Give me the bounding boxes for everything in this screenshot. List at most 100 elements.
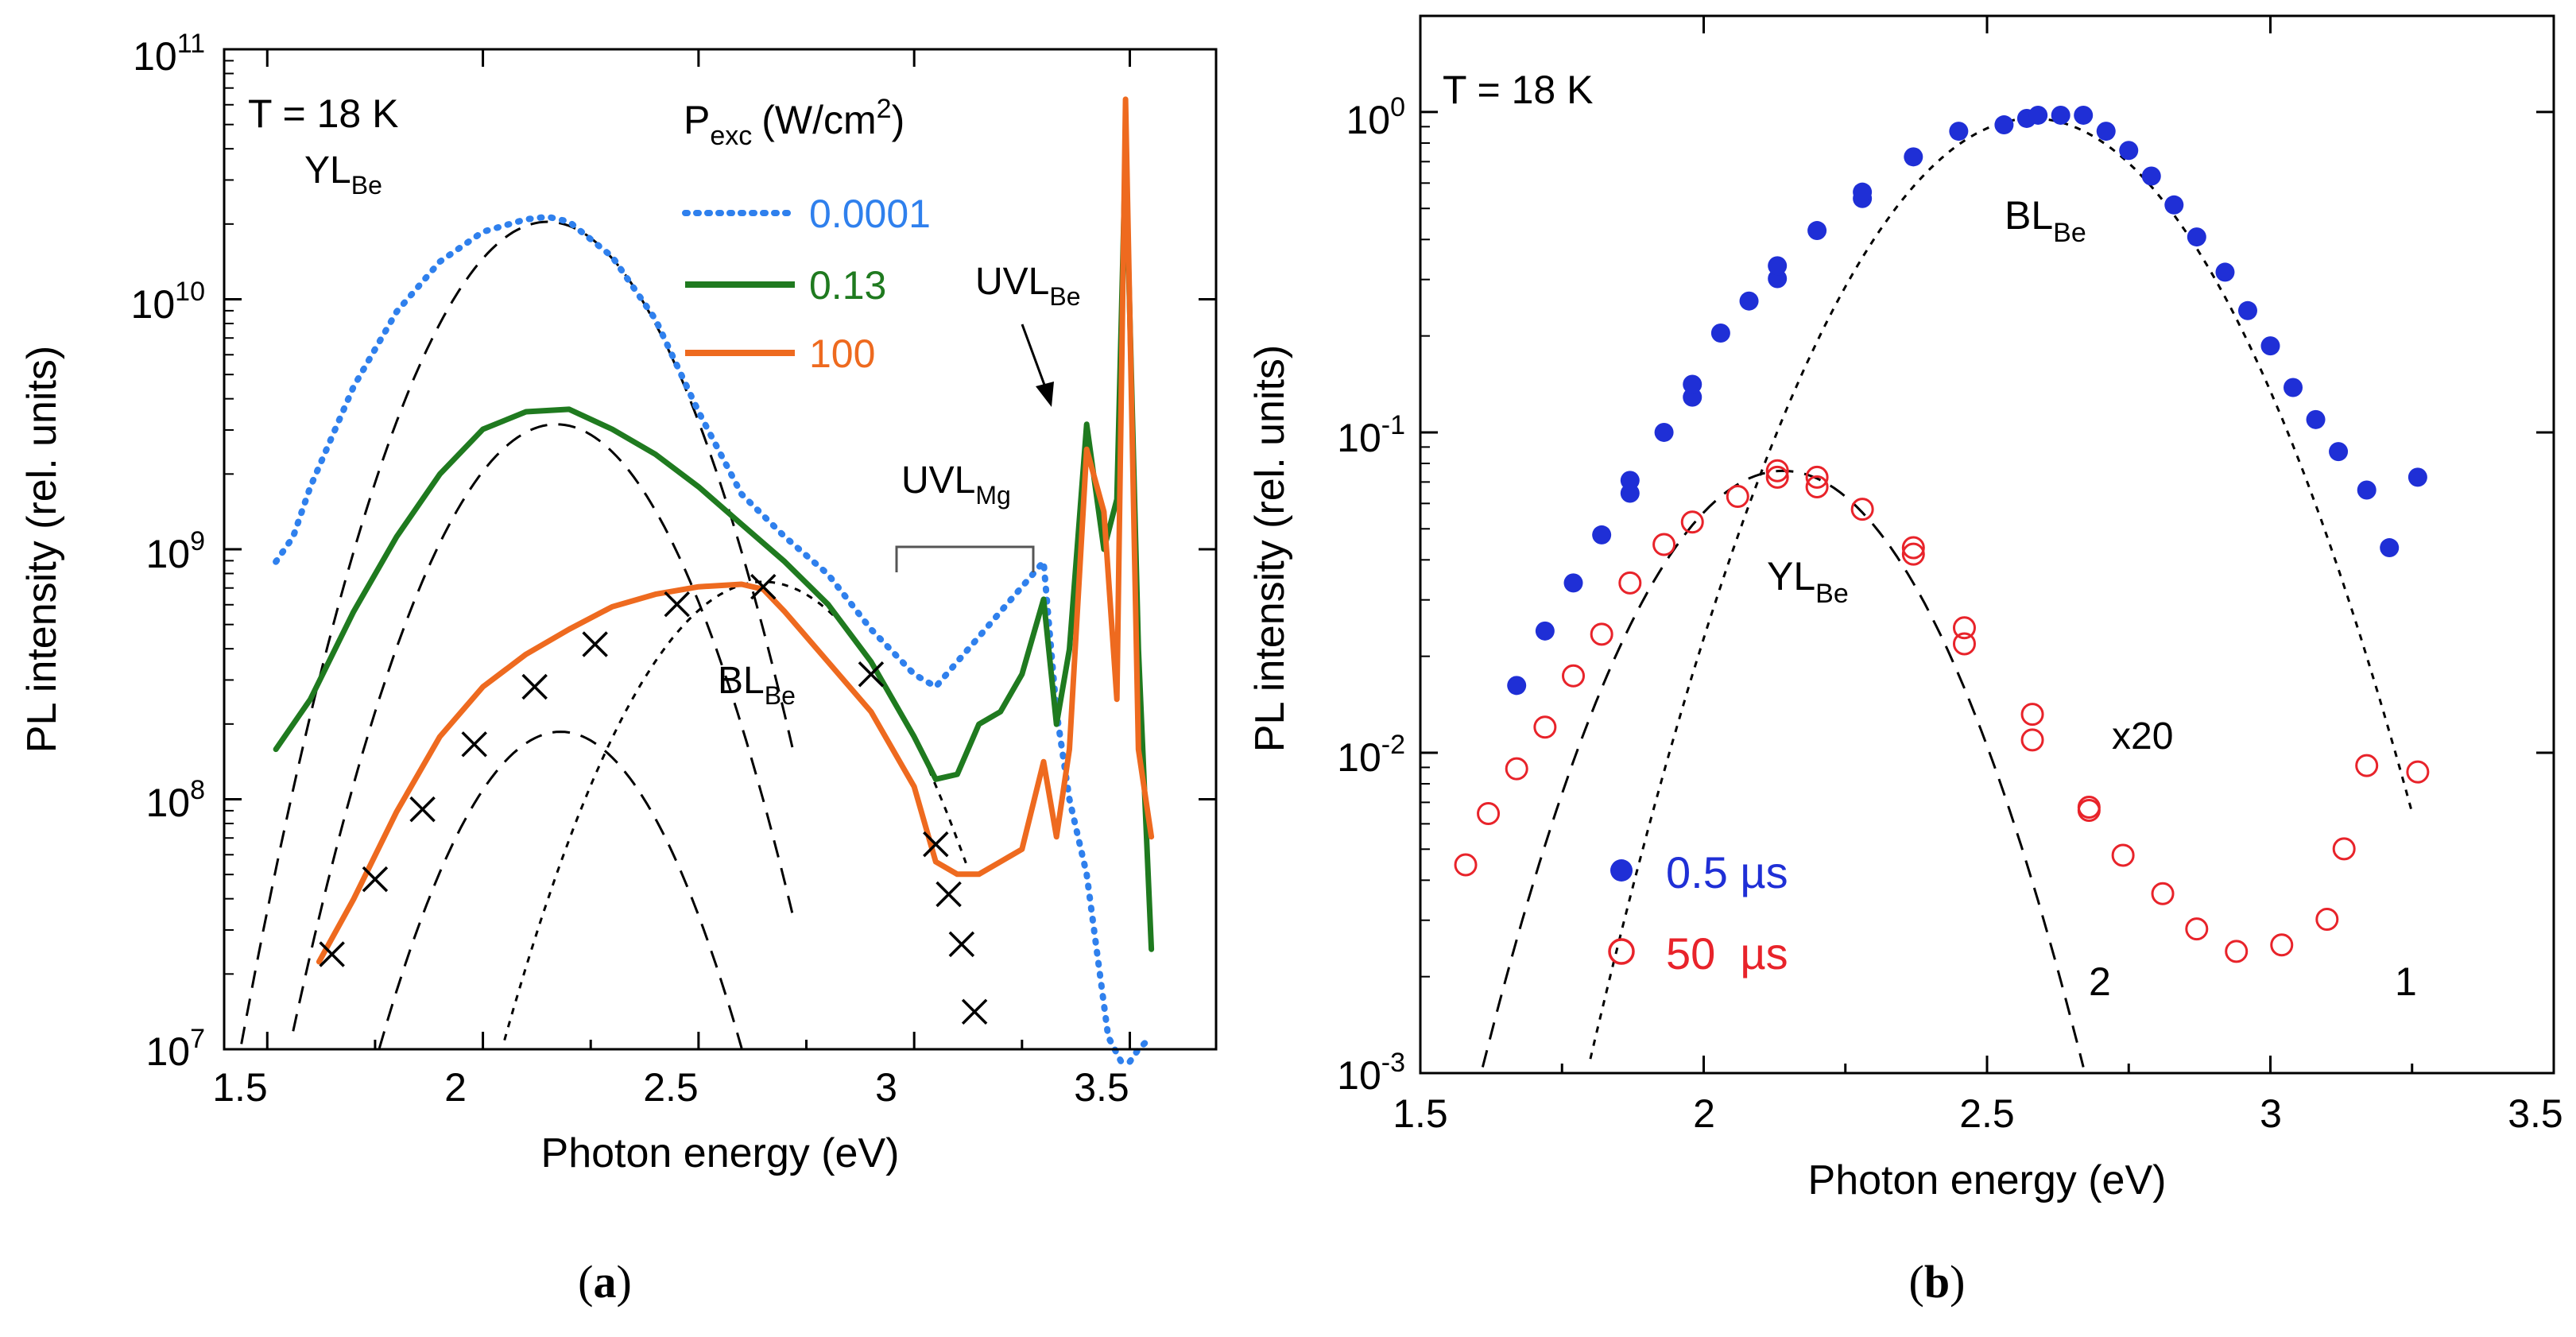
b-point-0-5us (1535, 621, 1555, 641)
a-uvl-mg-bracket (895, 545, 1035, 572)
a-xtick-label: 3 (875, 1065, 897, 1110)
b-point-0-5us (2357, 480, 2377, 500)
b-model-curve (1481, 469, 2085, 1068)
b-point-0-5us (1807, 221, 1827, 241)
b-point-0-5us (1710, 324, 1730, 343)
b-yl-annotation: YLBe (1767, 554, 1849, 609)
a-ytick-label: 109 (145, 526, 205, 576)
a-model-curve (378, 731, 743, 1049)
b-point-0-5us (2380, 538, 2400, 558)
a-x-marker (319, 941, 345, 967)
b-point-0-5us (1507, 676, 1527, 696)
b-point-0-5us (1853, 182, 1873, 202)
b-curve2-label: 2 (2089, 959, 2111, 1004)
a-y-axis-title: PL intensity (rel. units) (19, 346, 65, 753)
b-point-0-5us (2028, 105, 2048, 125)
b-point-0-5us (1563, 573, 1583, 593)
a-legend-label: 100 (809, 331, 875, 376)
a-x-marker (461, 731, 487, 758)
b-point-50us (1726, 485, 1749, 509)
b-point-0-5us (2329, 442, 2349, 462)
b-point-0-5us (2164, 195, 2184, 215)
b-point-50us (1765, 465, 1789, 489)
a-xtick-label: 3.5 (1074, 1065, 1129, 1110)
a-ytick-label: 1010 (131, 277, 205, 327)
panel-b: 1.5 2 2.5 3 3.5 10-3 10-2 10-1 100 Photo… (1247, 14, 2563, 1308)
b-point-50us (2406, 760, 2430, 784)
a-x-markers (319, 573, 988, 1025)
b-point-0-5us (2096, 122, 2116, 141)
b-point-50us (1901, 536, 1925, 560)
a-xtick-label: 1.5 (212, 1065, 268, 1110)
b-curve1-label: 1 (2395, 959, 2417, 1004)
b-point-50us (1952, 632, 1976, 656)
b-point-50us (1680, 510, 1704, 534)
b-point-0-5us (2407, 467, 2427, 487)
b-point-50us (1765, 459, 1789, 482)
panel-a: 1.5 2 2.5 3 3.5 107 108 109 1010 1011 Ph… (19, 29, 1218, 1308)
b-point-50us (2355, 754, 2379, 777)
a-series-line (273, 146, 1155, 952)
b-point-0-5us (1592, 525, 1612, 544)
b-x-axis-title: Photon energy (eV) (1808, 1157, 2167, 1203)
a-uvl-be-arrow (1021, 324, 1049, 394)
a-legend-label: 0.13 (809, 263, 886, 308)
b-point-0-5us (1994, 115, 2014, 135)
b-point-50us (1454, 853, 1478, 877)
a-series-lines (273, 96, 1155, 1065)
b-point-50us (1805, 465, 1829, 489)
b-point-0-5us (1949, 122, 1969, 141)
a-uvl-be-annotation: UVLBe (975, 261, 1081, 311)
a-x-marker (521, 673, 548, 700)
b-legend-label: 50 µs (1666, 928, 1788, 979)
b-point-50us (1805, 475, 1829, 498)
a-temperature-label: T = 18 K (248, 91, 398, 136)
a-tick-marks (224, 48, 1216, 1051)
a-panel-label: (a) (578, 1256, 632, 1308)
b-ytick-label: 10-3 (1337, 1048, 1405, 1098)
a-x-marker (935, 881, 962, 908)
a-x-marker (750, 573, 777, 600)
a-plot-frame (223, 48, 1218, 1051)
b-plot-frame (1419, 14, 2555, 1075)
b-point-0-5us (2284, 378, 2303, 397)
a-x-marker (858, 661, 885, 688)
a-x-marker (923, 831, 949, 858)
b-legend-marker-open (1608, 938, 1635, 965)
b-point-50us (2332, 837, 2356, 861)
b-point-0-5us (1768, 256, 1788, 276)
a-ytick-label: 1011 (133, 29, 205, 79)
b-point-0-5us (2237, 300, 2257, 320)
b-point-50us (2020, 728, 2044, 752)
b-point-50us (2077, 799, 2101, 823)
b-point-0-5us (1683, 374, 1702, 394)
b-point-0-5us (2119, 141, 2139, 161)
a-x-marker (582, 631, 608, 657)
b-point-0-5us (2074, 105, 2094, 125)
b-point-0-5us (1739, 291, 1759, 311)
a-bl-annotation: BLBe (718, 660, 796, 710)
b-ytick-label: 10-2 (1337, 730, 1405, 780)
a-x-axis-title: Photon energy (eV) (541, 1130, 900, 1176)
b-point-50us (1952, 616, 1976, 640)
a-uvl-mg-annotation: UVLMg (901, 459, 1011, 510)
b-point-0-5us (2306, 409, 2326, 429)
b-xtick-label: 3 (2260, 1091, 2282, 1136)
b-point-0-5us (2215, 262, 2235, 282)
b-point-0-5us (1904, 147, 1923, 167)
a-series-line (316, 96, 1155, 965)
b-model-curves (1481, 117, 2414, 1068)
b-ytick-label: 100 (1346, 92, 1405, 142)
b-xtick-label: 2.5 (1959, 1091, 2015, 1136)
a-ytick-label: 107 (145, 1024, 205, 1074)
b-point-50us (2315, 908, 2339, 932)
a-model-curve (503, 580, 967, 1041)
b-point-50us (2111, 843, 2135, 867)
a-model-curve (240, 220, 795, 1044)
b-legend-label: 0.5 µs (1666, 847, 1788, 897)
b-point-0-5us (1620, 471, 1640, 490)
b-point-0-5us (1654, 422, 1674, 442)
a-x-marker (961, 998, 988, 1025)
a-xtick-label: 2.5 (643, 1065, 699, 1110)
